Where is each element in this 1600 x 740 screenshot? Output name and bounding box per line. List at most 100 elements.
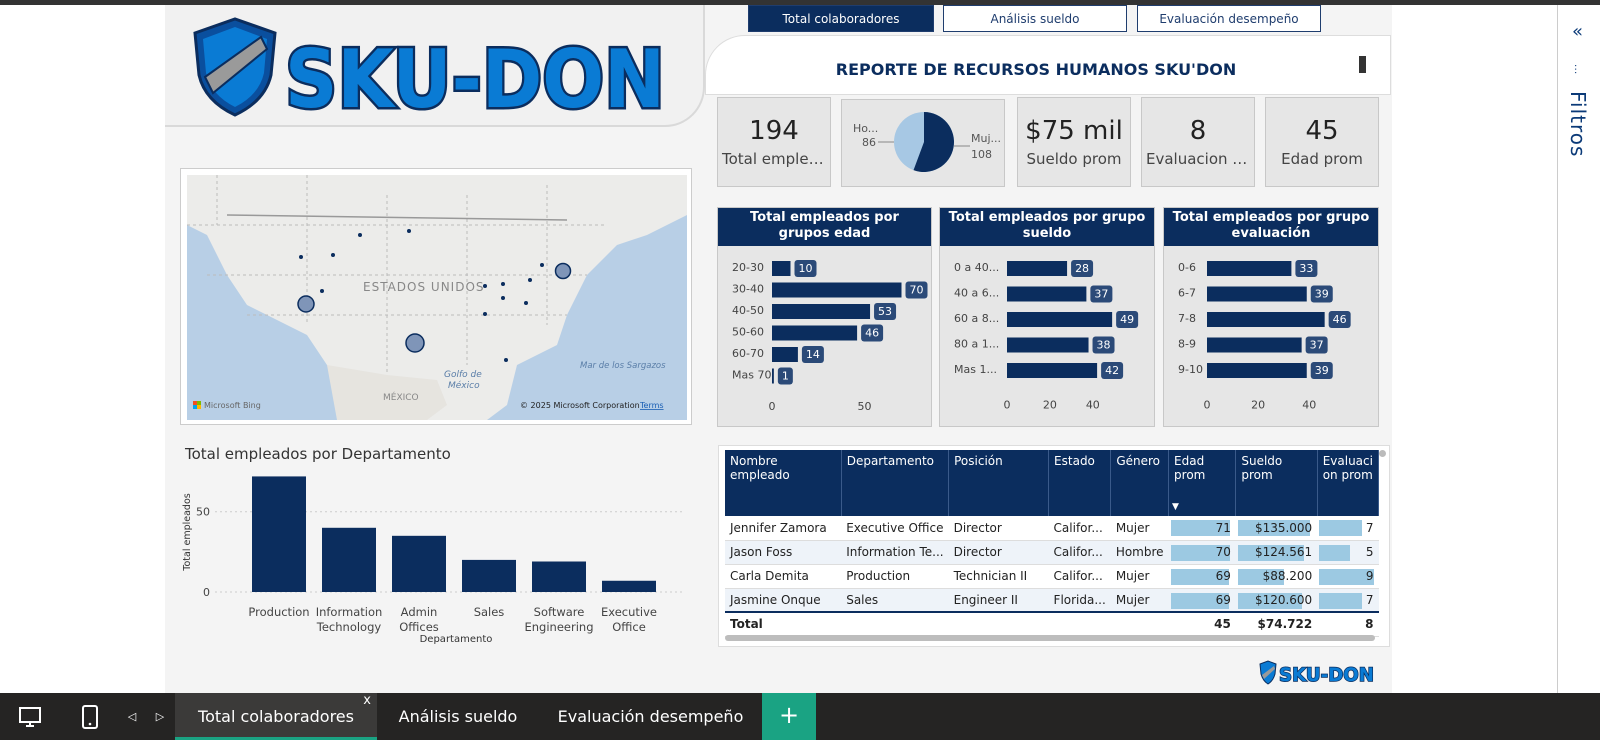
employee-table-card[interactable]: Nombre empleado Departamento Posición Estad… xyxy=(718,445,1390,647)
table-total-row: Total 45 $74.722 8 xyxy=(725,611,1379,637)
gender-pie-chart xyxy=(878,112,970,172)
evaluacion-bar[interactable] xyxy=(1207,261,1292,276)
table-cell: $88.200 xyxy=(1235,564,1318,589)
collapse-chevron-icon[interactable]: « xyxy=(1572,21,1584,42)
evaluacion-bar[interactable] xyxy=(1207,312,1325,327)
map-terms-link[interactable]: Terms xyxy=(639,401,664,410)
chart-title: Total empleados por grupo evaluación xyxy=(1164,208,1378,246)
table-cell: Executive Office xyxy=(841,516,949,541)
bubble-map[interactable]: ESTADOS UNIDOS MÉXICO Golfo de México Ma… xyxy=(187,175,687,420)
table-cell: Califor... xyxy=(1048,564,1111,589)
dept-bar[interactable] xyxy=(392,535,446,592)
filters-label[interactable]: Filtros xyxy=(1566,91,1590,158)
table-cell: $120.600 xyxy=(1235,588,1318,613)
sueldo-bar[interactable] xyxy=(1007,312,1113,327)
edad-category-label: 60-70 xyxy=(732,347,764,360)
table-header-cell[interactable]: Edad prom ▼ xyxy=(1168,450,1237,516)
edad-bar[interactable] xyxy=(772,368,774,384)
sueldo-bar[interactable] xyxy=(1007,337,1089,353)
logo-text: SKU-DON xyxy=(285,33,665,120)
dept-bar[interactable] xyxy=(252,476,306,592)
kpi-sueldo-prom[interactable]: $75 mil Sueldo prom xyxy=(1017,97,1131,187)
kpi-label: Evaluacion pr... xyxy=(1146,150,1254,168)
sueldo-bar[interactable] xyxy=(1007,286,1087,302)
next-page-icon[interactable]: ▷ xyxy=(155,710,165,723)
edad-bar[interactable] xyxy=(772,347,798,362)
chart-edad[interactable]: Total empleados por grupos edad 20-30 10 3… xyxy=(717,207,932,427)
map-bubble xyxy=(320,289,324,293)
table-header-cell[interactable]: Evaluaci on prom xyxy=(1317,450,1380,516)
gender-pie-card[interactable]: Ho... 86 Muj... 108 xyxy=(841,99,1005,187)
nav-button-analisis-sueldo[interactable]: Análisis sueldo xyxy=(943,5,1127,32)
edad-data-label-bg xyxy=(777,367,793,385)
map-bubble[interactable] xyxy=(554,262,572,280)
table-cell: Director xyxy=(948,540,1049,565)
edad-bar[interactable] xyxy=(772,261,791,276)
dept-bar[interactable] xyxy=(532,561,586,593)
page-tab-evaluacion-desempeno[interactable]: Evaluación desempeño xyxy=(539,693,762,740)
edad-bar[interactable] xyxy=(772,325,858,341)
sueldo-bar[interactable] xyxy=(1007,261,1068,276)
sueldo-data-label-bg xyxy=(1090,285,1113,303)
mobile-view-icon[interactable] xyxy=(76,693,104,740)
bookmark-icon[interactable] xyxy=(1359,56,1366,73)
edad-bar[interactable] xyxy=(772,304,871,319)
table-cell: Information Te... xyxy=(841,540,949,565)
prev-page-icon[interactable]: ◁ xyxy=(127,710,137,723)
map-bubble[interactable] xyxy=(297,295,315,313)
dept-bar[interactable] xyxy=(322,527,376,592)
data-bar xyxy=(1319,520,1363,536)
scroll-indicator[interactable] xyxy=(1379,450,1386,457)
pie-label-hombre: Ho... xyxy=(853,122,879,135)
map-bubble[interactable] xyxy=(405,333,425,353)
evaluacion-bar[interactable] xyxy=(1207,337,1302,353)
employee-table[interactable]: Nombre empleado Departamento Posición Estad… xyxy=(725,450,1380,637)
kpi-edad-prom[interactable]: 45 Edad prom xyxy=(1265,97,1379,187)
data-bar xyxy=(1237,544,1304,561)
kpi-total-empleados[interactable]: 194 Total emplea... xyxy=(717,97,831,187)
map-bubble xyxy=(504,358,508,362)
edad-bar[interactable] xyxy=(772,282,902,298)
table-row[interactable]: Jasmine Onque Sales Engineer II Florida... M… xyxy=(725,588,1379,613)
chart-evaluacion[interactable]: Total empleados por grupo evaluación 0-6… xyxy=(1163,207,1379,427)
table-row[interactable]: Carla Demita Production Technician II Calif… xyxy=(725,564,1379,589)
edad-data-label: 1 xyxy=(782,370,789,383)
evaluacion-bar[interactable] xyxy=(1207,286,1307,302)
evaluacion-bar[interactable] xyxy=(1207,363,1307,378)
page-tab-analisis-sueldo[interactable]: Análisis sueldo xyxy=(377,693,539,740)
dept-bar[interactable] xyxy=(462,559,516,592)
table-row[interactable]: Jennifer Zamora Executive Office Director C… xyxy=(725,516,1379,541)
map-bubble xyxy=(501,296,505,300)
report-header: REPORTE DE RECURSOS HUMANOS SKU'DON xyxy=(705,35,1391,95)
horizontal-scrollbar[interactable] xyxy=(725,635,1375,641)
filters-pane[interactable]: « ⫶ Filtros xyxy=(1558,5,1600,693)
map-card[interactable]: ESTADOS UNIDOS MÉXICO Golfo de México Ma… xyxy=(180,168,692,425)
kpi-evaluacion-prom[interactable]: 8 Evaluacion pr... xyxy=(1141,97,1255,187)
sueldo-bar[interactable] xyxy=(1007,363,1098,378)
data-bar xyxy=(1170,592,1230,609)
evaluacion-category-label: 7-8 xyxy=(1178,312,1196,325)
table-header-cell[interactable]: Nombre empleado xyxy=(725,450,842,516)
nav-button-evaluacion-desempeno[interactable]: Evaluación desempeño xyxy=(1137,5,1321,32)
nav-button-total-colaboradores[interactable]: Total colaboradores xyxy=(748,5,934,32)
table-header-cell[interactable]: Género xyxy=(1110,450,1170,516)
table-header-cell[interactable]: Estado xyxy=(1048,450,1112,516)
total-cell: 45 xyxy=(1168,611,1236,637)
edad-data-label: 10 xyxy=(799,262,813,275)
edad-category-label: 40-50 xyxy=(732,304,764,317)
dept-bar[interactable] xyxy=(602,580,656,592)
add-page-button[interactable]: + xyxy=(762,693,816,740)
desktop-view-icon[interactable] xyxy=(14,693,46,740)
evaluacion-data-label-bg xyxy=(1310,362,1333,379)
page-tab-total-colaboradores[interactable]: Total colaboradores x xyxy=(175,693,377,740)
table-header-cell[interactable]: Posición xyxy=(948,450,1050,516)
close-tab-icon[interactable]: x xyxy=(363,693,371,708)
table-row[interactable]: Jason Foss Information Te... Director Calif… xyxy=(725,540,1379,565)
chart-sueldo[interactable]: Total empleados por grupo sueldo 0 a 40.… xyxy=(939,207,1155,427)
table-header-cell[interactable]: Sueldo prom xyxy=(1235,450,1318,516)
evaluacion-data-label-bg xyxy=(1305,336,1328,354)
table-header-cell[interactable]: Departamento xyxy=(841,450,950,516)
table-cell: Jasmine Onque xyxy=(725,588,842,613)
